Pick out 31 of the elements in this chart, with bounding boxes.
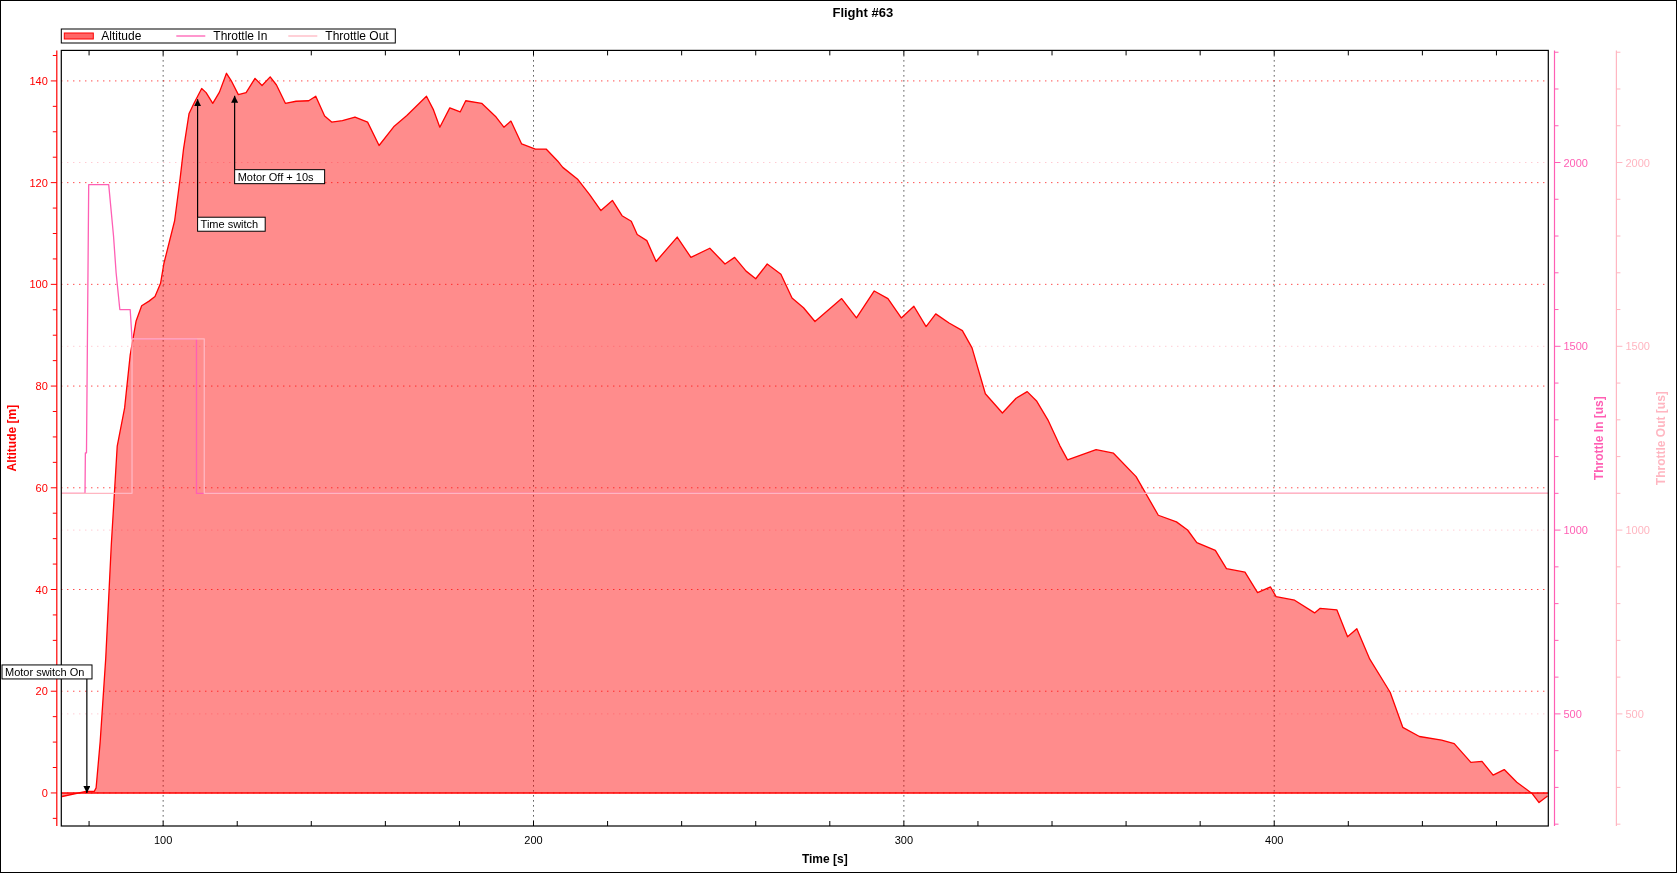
legend-label: Throttle Out [325,29,390,43]
y3-axis-title: Throttle Out [us] [1654,391,1668,486]
y-tick-label: 60 [35,481,48,494]
y3-tick-label: 1500 [1625,340,1650,353]
y-axis-title: Altitude [m] [5,404,19,472]
y3-tick-label: 2000 [1625,156,1650,169]
chart-title: Flight #63 [832,5,894,20]
y-tick-label: 120 [29,176,48,189]
x-tick-label: 100 [153,834,173,846]
x-tick-label: 200 [524,834,543,846]
legend-label: Throttle In [213,29,268,43]
y2-axis-title: Throttle In [us] [1592,396,1606,481]
y-tick-label: 40 [35,583,48,596]
y2-tick-label: 1000 [1563,524,1588,537]
y3-tick-label: 500 [1625,707,1644,720]
y2-tick-label: 2000 [1563,156,1588,169]
y-tick-label: 0 [41,786,48,799]
y-tick-label: 80 [35,380,48,393]
x-tick-label: 300 [894,834,914,846]
x-axis-title: Time [s] [801,852,848,866]
x-tick-label: 400 [1265,834,1284,846]
y-tick-label: 100 [29,278,48,291]
legend-label: Altitude [101,29,142,43]
annotation: Motor Off + 10s [237,170,315,183]
annotation: Motor switch On [5,665,85,678]
annotation: Time switch [200,218,259,231]
y-tick-label: 140 [29,74,48,87]
y-tick-label: 20 [35,685,48,698]
y3-tick-label: 1000 [1625,524,1650,537]
y2-tick-label: 1500 [1563,340,1588,353]
y2-tick-label: 500 [1563,707,1582,720]
